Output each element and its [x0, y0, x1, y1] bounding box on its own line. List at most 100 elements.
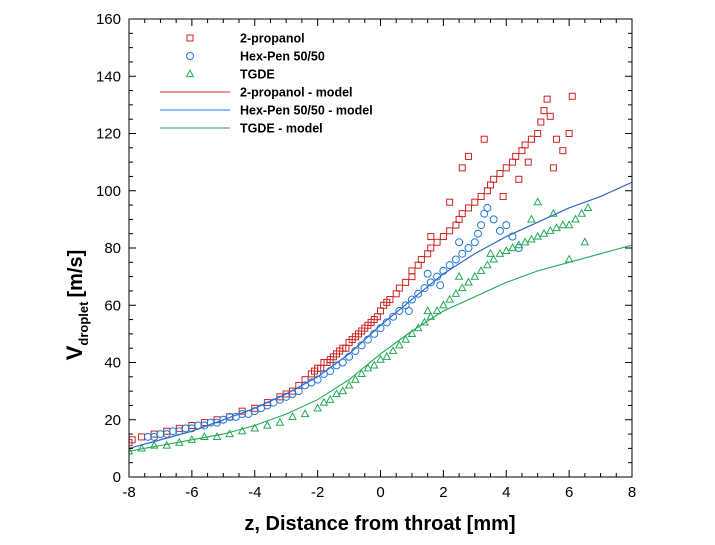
- series-0-point: [452, 221, 460, 229]
- series-2-point: [514, 240, 524, 249]
- series-2-point: [376, 354, 385, 363]
- legend-item-0: 2-propanol: [186, 32, 305, 46]
- series-2-point: [549, 208, 558, 217]
- series-2-point: [200, 432, 209, 441]
- series-2-point: [451, 288, 461, 297]
- series-0-point: [518, 147, 526, 155]
- series-1-point: [143, 432, 152, 441]
- series-2-point: [564, 220, 574, 229]
- series-1-point: [414, 289, 423, 298]
- legend-marker: [185, 69, 195, 78]
- series-0: [129, 92, 576, 447]
- series-0-point: [527, 135, 535, 143]
- series-0-point: [386, 296, 394, 304]
- series-2-point: [338, 386, 348, 395]
- series-2-point: [237, 426, 247, 435]
- legend-item-5: TGDE - model: [160, 122, 323, 136]
- y-axis-title: Vdroplet [m/s]: [62, 250, 91, 361]
- series-0-point: [433, 238, 441, 246]
- series-2-point: [445, 294, 455, 303]
- series-0-point: [549, 164, 557, 172]
- series-1-point: [473, 229, 482, 238]
- legend-label: TGDE - model: [240, 122, 323, 136]
- series-4: [129, 181, 632, 449]
- series-2-point: [395, 340, 404, 349]
- series-1-point: [407, 295, 416, 304]
- y-axis-title-group: Vdroplet [m/s]: [62, 250, 91, 361]
- series-4-line: [129, 181, 632, 449]
- legend: 2-propanol Hex-Pen 50/50 TGDE 2-propanol - …: [160, 32, 373, 136]
- legend-marker: [186, 34, 194, 42]
- series-2-point: [577, 208, 587, 217]
- series-2-point: [300, 409, 310, 418]
- y-axis-title-subscript: droplet: [76, 301, 91, 346]
- series-1-point: [483, 203, 492, 212]
- x-tick-label: -4: [248, 484, 261, 501]
- x-tick-label: 6: [565, 484, 573, 501]
- series-2-point: [288, 412, 297, 420]
- series-0-point: [471, 198, 479, 206]
- legend-item-1: Hex-Pen 50/50: [186, 50, 325, 64]
- series-5-line: [129, 244, 632, 452]
- series-1-point: [395, 306, 404, 315]
- series-1-point: [458, 249, 467, 258]
- series-2-point: [454, 271, 464, 280]
- y-tick-label: 0: [113, 469, 121, 486]
- series-5: [129, 244, 632, 452]
- series-1-point: [389, 312, 398, 321]
- series-0-point: [477, 192, 485, 200]
- series-2-point: [457, 283, 467, 292]
- series-2-point: [545, 225, 555, 234]
- series-2: [129, 197, 593, 455]
- legend-item-3: 2-propanol - model: [160, 86, 353, 100]
- series-0-point: [424, 250, 432, 258]
- series-1-point: [477, 221, 486, 230]
- legend-item-4: Hex-Pen 50/50 - model: [160, 104, 373, 118]
- series-0-point: [565, 130, 573, 137]
- series-0-point: [540, 107, 548, 115]
- y-tick-label: 80: [104, 240, 121, 257]
- series-0-point: [402, 278, 410, 286]
- series-2-point: [137, 443, 146, 452]
- series-1-point: [451, 255, 460, 264]
- series-2-point: [508, 243, 517, 252]
- x-tick-label: -6: [185, 484, 198, 501]
- series-0-point: [408, 267, 416, 275]
- series-0-point: [502, 164, 510, 172]
- y-tick-label: 40: [104, 355, 121, 372]
- y-axis-title-main: V: [62, 345, 87, 360]
- series-0-point: [537, 118, 545, 126]
- series-0-point: [392, 290, 400, 298]
- series-2-point: [401, 334, 410, 343]
- series-2-point: [486, 248, 495, 257]
- series-2-point: [470, 271, 480, 280]
- y-tick-label: 140: [96, 68, 121, 85]
- series-2-point: [388, 346, 398, 355]
- series-0-point: [446, 198, 454, 206]
- legend-label: 2-propanol: [240, 32, 305, 46]
- series-2-point: [583, 203, 593, 212]
- series-0-point: [568, 92, 576, 100]
- series-2-point: [344, 380, 354, 389]
- series-2-point: [520, 237, 530, 246]
- series-0-point: [546, 112, 554, 120]
- y-tick-label: 160: [96, 11, 121, 28]
- series-2-point: [432, 306, 442, 315]
- series-2-point: [533, 197, 543, 206]
- series-2-point: [319, 397, 329, 406]
- series-1-point: [445, 261, 454, 270]
- legend-label: Hex-Pen 50/50: [240, 50, 325, 64]
- series-0-point: [458, 210, 466, 218]
- series-1-point: [420, 284, 429, 293]
- series-2-point: [476, 266, 486, 274]
- series-0-point: [446, 227, 454, 235]
- x-tick-label: 8: [628, 484, 636, 501]
- series-0-point: [483, 187, 491, 195]
- legend-marker: [186, 52, 194, 60]
- series-0-point: [238, 407, 246, 415]
- series-2-point: [571, 214, 580, 223]
- x-tick-label: -2: [311, 484, 324, 501]
- x-axis-title: z, Distance from throat [mm]: [244, 513, 515, 535]
- series-2-point: [313, 403, 322, 412]
- y-axis-title-unit: [m/s]: [65, 250, 87, 298]
